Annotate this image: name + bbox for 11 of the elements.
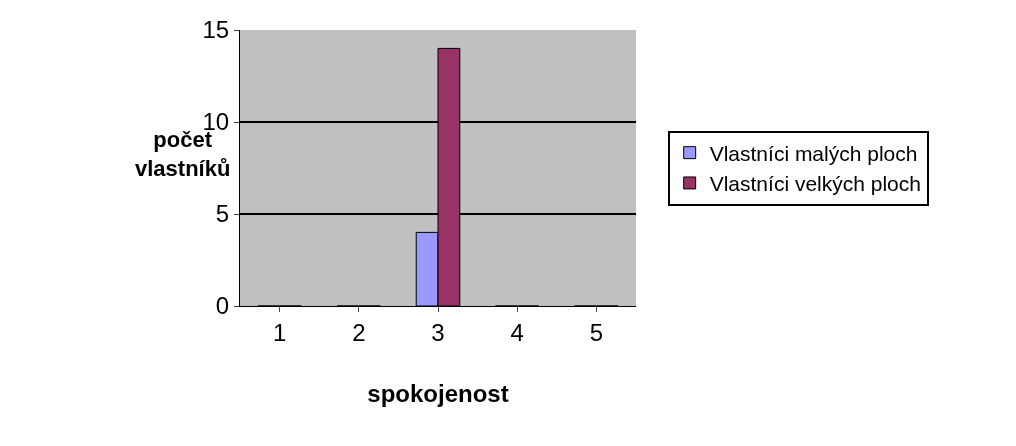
x-tick-label: 4 bbox=[510, 318, 524, 346]
y-tick-label: 0 bbox=[215, 292, 230, 320]
x-axis-title: spokojenost bbox=[367, 380, 509, 408]
x-tick-label: 3 bbox=[431, 318, 445, 346]
x-tick-label: 1 bbox=[272, 318, 287, 346]
x-tick-label: 5 bbox=[589, 318, 604, 346]
y-tick-label: 15 bbox=[202, 16, 230, 44]
x-tick-label: 2 bbox=[352, 318, 366, 346]
legend-label: Vlastníci malých ploch bbox=[709, 141, 918, 165]
legend-label: Vlastníci velkých ploch bbox=[709, 172, 921, 196]
y-tick-label: 5 bbox=[215, 200, 230, 228]
